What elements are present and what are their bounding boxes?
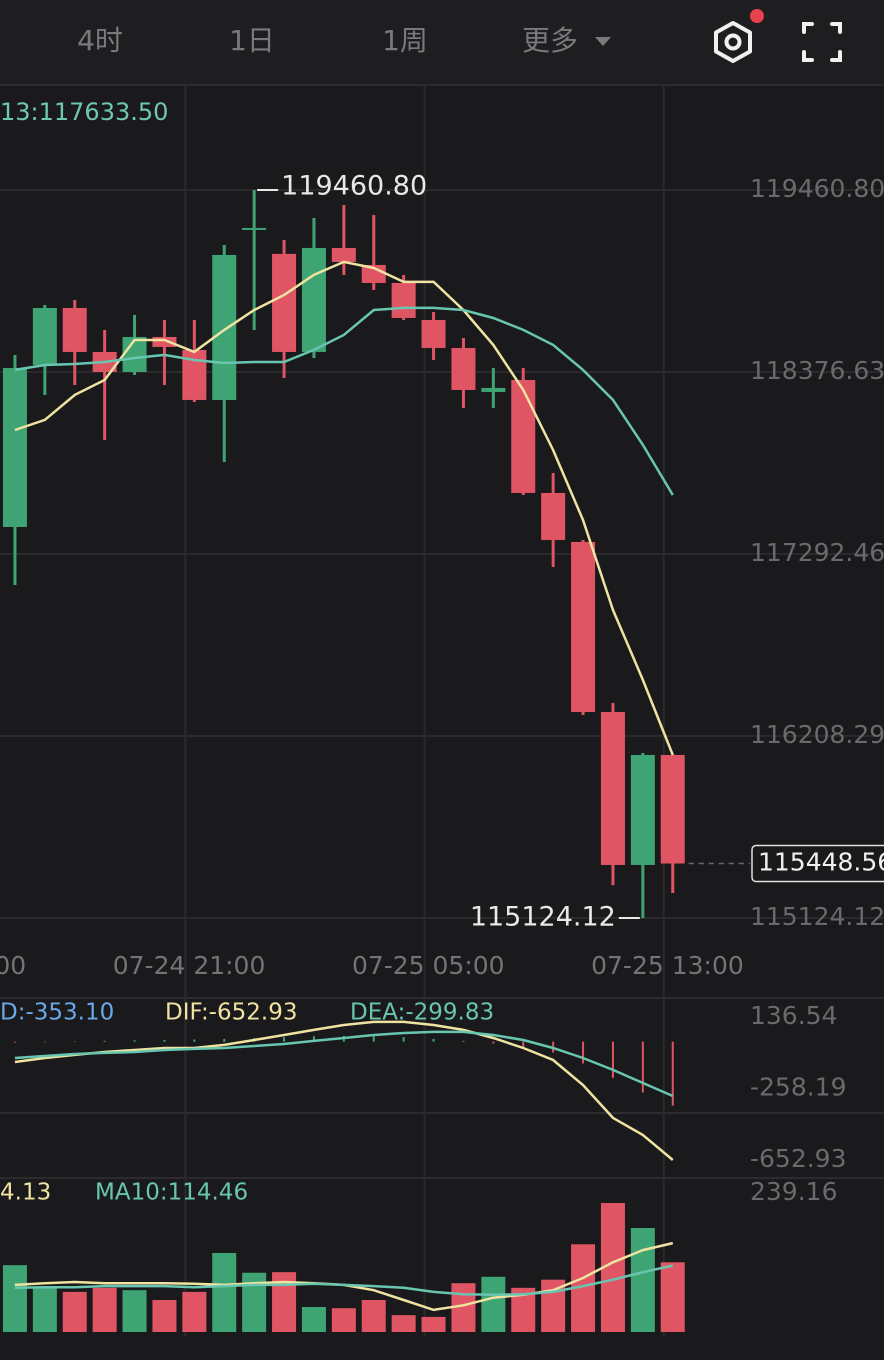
ma-line [14,306,674,496]
volume-bar [152,1300,177,1332]
legend-label: D:-353.10 [0,1000,114,1026]
hexagon-core [724,33,742,51]
y-tick-label: 117292.46 [750,538,884,567]
candle-body [62,307,87,352]
ma-readout: 13:117633.50 [0,98,168,126]
tab[interactable]: 1周 [382,24,428,57]
tab[interactable]: 1日 [229,24,275,57]
volume-bar [301,1307,326,1332]
ma-line [14,1264,674,1297]
volume-bar [421,1316,446,1332]
y-tick-label: 115124.12 [750,902,884,931]
volume-bar [92,1287,117,1332]
x-tick-label: 07-25 05:00 [352,951,505,980]
volume-bar [212,1252,237,1332]
last-price-box [751,844,884,883]
candle-body [32,307,57,365]
x-tick-label: 07-25 13:00 [591,951,744,980]
corner [802,22,814,34]
volume-bar [32,1287,57,1332]
notification-dot [750,9,764,23]
volume-bar [660,1262,685,1332]
ma-line [14,1030,674,1098]
high-annotation: 119460.80 [281,170,427,201]
candle-body [421,319,446,348]
candle-body [301,247,326,352]
candle-body [2,367,27,527]
corner [802,50,814,62]
ma-line [14,260,674,756]
candle-body [242,227,267,230]
ma-line [14,1020,674,1161]
legend-label: DEA:-299.83 [350,1000,494,1026]
volume-bar [391,1315,416,1332]
fullscreen-icon[interactable] [802,22,842,62]
y-tick-label: 239.16 [750,1177,837,1206]
volume-bar [2,1265,27,1332]
candle-body [481,387,506,392]
corner [830,22,842,34]
volume-bar [62,1291,87,1332]
legend-label: MA10:114.46 [95,1180,248,1206]
candle-body [511,379,536,493]
candle-body [212,254,237,400]
volume-bar [481,1276,506,1332]
dropdown-arrow [595,37,611,46]
candle-body [272,253,297,352]
volume-bar [182,1291,207,1332]
candle-body [152,336,177,347]
tab[interactable]: 4时 [77,24,123,57]
candle-body [660,754,685,864]
low-annotation: 115124.12 [470,901,616,932]
x-tick-label: 07-24 21:00 [113,951,266,980]
y-tick-label: 136.54 [750,1001,837,1030]
x-tick-label: 00 [0,951,26,980]
y-tick-label: -258.19 [750,1072,847,1101]
volume-bar [331,1308,356,1332]
candle-body [600,711,625,865]
last-price-label: 115448.56 [758,848,884,877]
candle-body [391,282,416,318]
legend-label: DIF:-652.93 [165,1000,297,1026]
hexagon [714,21,752,63]
volume-bar [361,1300,386,1332]
candle-body [541,492,566,541]
corner [830,50,842,62]
candle-body [571,541,596,712]
legend-label: 4.13 [0,1180,51,1206]
candle-body [331,247,356,262]
candle-body [451,347,476,390]
volume-bar [630,1227,655,1332]
candle-body [122,336,147,372]
y-tick-label: 116208.29 [750,720,884,749]
y-tick-label: -652.93 [750,1144,847,1173]
settings-icon[interactable] [714,9,764,63]
candle-body [630,754,655,865]
volume-bar [122,1290,147,1332]
tab[interactable]: 更多 [522,24,578,57]
y-tick-label: 119460.80 [750,174,884,203]
y-tick-label: 118376.63 [750,356,884,385]
top-bar [0,0,884,84]
volume-bar [541,1279,566,1332]
